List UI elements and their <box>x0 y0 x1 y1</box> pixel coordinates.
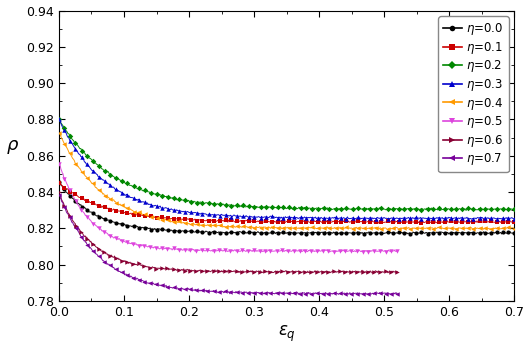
X-axis label: $\varepsilon_q$: $\varepsilon_q$ <box>278 324 296 344</box>
Legend: $\eta$=0.0, $\eta$=0.1, $\eta$=0.2, $\eta$=0.3, $\eta$=0.4, $\eta$=0.5, $\eta$=0: $\eta$=0.0, $\eta$=0.1, $\eta$=0.2, $\et… <box>438 16 509 172</box>
Y-axis label: $\rho$: $\rho$ <box>5 138 19 156</box>
